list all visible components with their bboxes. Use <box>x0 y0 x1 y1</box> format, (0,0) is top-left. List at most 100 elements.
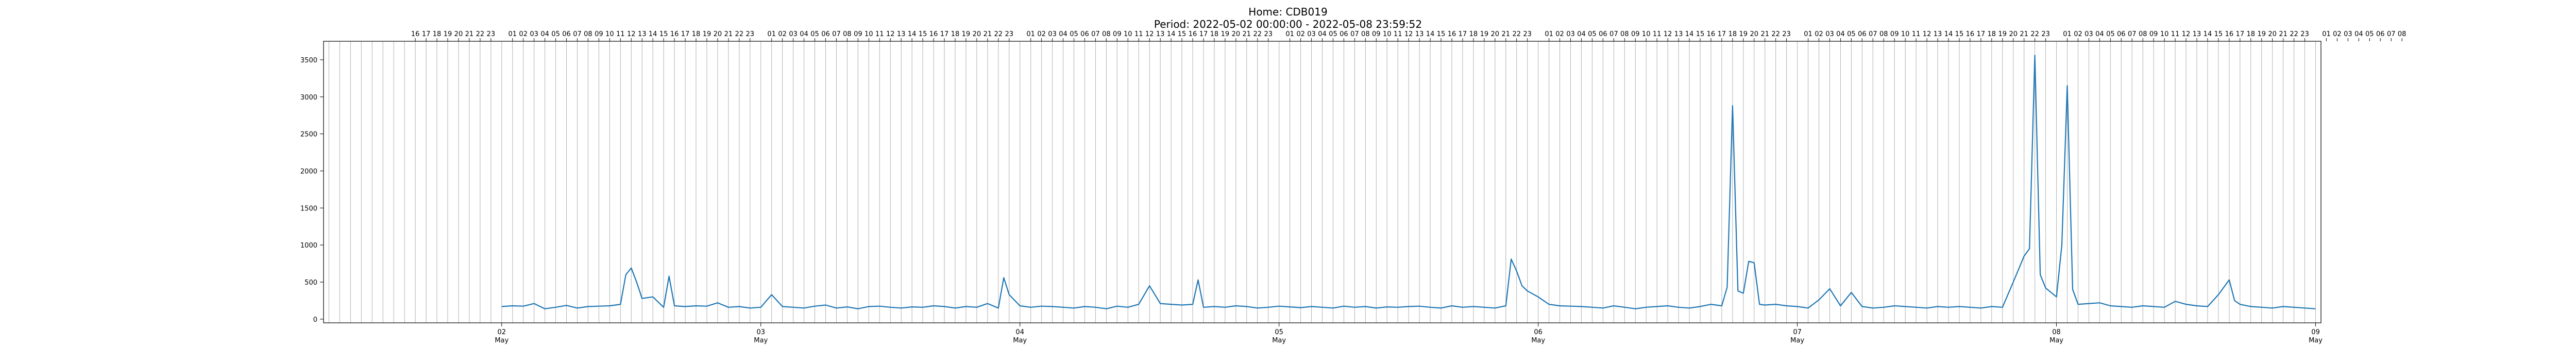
top-hour-label: 20 <box>714 30 722 38</box>
top-hour-label: 09 <box>1890 30 1899 38</box>
top-hour-label: 13 <box>1415 30 1424 38</box>
top-hour-label: 18 <box>692 30 701 38</box>
top-hour-label: 11 <box>2171 30 2180 38</box>
top-hour-label: 18 <box>1210 30 1219 38</box>
top-hour-label: 04 <box>540 30 549 38</box>
top-hour-label: 09 <box>2149 30 2158 38</box>
top-hour-label: 13 <box>1674 30 1683 38</box>
top-hour-label: 21 <box>2279 30 2287 38</box>
top-hour-label: 11 <box>1912 30 1921 38</box>
top-hour-label: 21 <box>1243 30 1251 38</box>
top-hour-label: 15 <box>1696 30 1705 38</box>
top-hour-label: 08 <box>1361 30 1370 38</box>
top-hour-label: 18 <box>2247 30 2256 38</box>
top-hour-label: 13 <box>897 30 906 38</box>
top-hour-label: 07 <box>1609 30 1618 38</box>
top-hour-label: 14 <box>649 30 657 38</box>
top-hour-label: 05 <box>1588 30 1597 38</box>
top-hour-label: 12 <box>886 30 895 38</box>
top-hour-label: 16 <box>1966 30 1975 38</box>
top-hour-label: 12 <box>1145 30 1154 38</box>
top-hour-label: 21 <box>1760 30 1769 38</box>
top-hour-label: 16 <box>1189 30 1197 38</box>
top-hour-label: 23 <box>1264 30 1273 38</box>
top-hour-label: 10 <box>1124 30 1132 38</box>
y-tick-label: 3000 <box>300 94 317 102</box>
top-hour-label: 16 <box>1448 30 1456 38</box>
top-hour-label: 08 <box>843 30 852 38</box>
top-hour-label: 20 <box>1750 30 1758 38</box>
top-hour-label: 22 <box>735 30 744 38</box>
top-hour-label: 11 <box>616 30 625 38</box>
top-hour-label: 05 <box>1070 30 1078 38</box>
top-hour-label: 17 <box>1718 30 1726 38</box>
top-hour-label: 14 <box>2204 30 2212 38</box>
chart-subtitle: Period: 2022-05-02 00:00:00 - 2022-05-08… <box>1154 18 1422 30</box>
top-hour-label: 01 <box>1545 30 1553 38</box>
top-hour-label: 10 <box>1383 30 1392 38</box>
top-hour-label: 02 <box>1037 30 1046 38</box>
top-hour-label: 23 <box>1782 30 1791 38</box>
top-hour-label: 06 <box>1340 30 1348 38</box>
top-hour-label: 17 <box>1977 30 1986 38</box>
axes-layer: 16 17 18 19 20 21 22 23 01 02 03 04 05 06 07 08 09 10 11 12… <box>300 30 2406 344</box>
top-hour-label: 22 <box>1771 30 1780 38</box>
top-hour-label: 02 <box>1815 30 1823 38</box>
x-tick-day: 05 <box>1275 329 1283 336</box>
x-tick-day: 02 <box>498 329 506 336</box>
top-hour-label: 04 <box>1577 30 1586 38</box>
top-hour-label: 09 <box>1372 30 1381 38</box>
x-tick-day: 04 <box>1015 329 1024 336</box>
top-hour-label: 04 <box>2095 30 2104 38</box>
x-tick-month: May <box>2049 337 2063 344</box>
top-hour-label: 02 <box>519 30 528 38</box>
top-hour-label: 11 <box>1134 30 1143 38</box>
x-tick-day: 09 <box>2311 329 2320 336</box>
top-hour-label: 03 <box>1825 30 1834 38</box>
x-tick-month: May <box>1531 337 1545 344</box>
top-hour-label: 11 <box>875 30 884 38</box>
x-tick-month: May <box>1790 337 1804 344</box>
top-hour-label: 17 <box>422 30 431 38</box>
top-hour-label: 21 <box>2020 30 2028 38</box>
top-hour-label: 01 <box>1026 30 1035 38</box>
top-hour-label: 03 <box>2084 30 2093 38</box>
top-hour-label: 19 <box>703 30 711 38</box>
top-hour-label: 06 <box>2376 30 2385 38</box>
top-hour-label: 22 <box>476 30 485 38</box>
top-hour-label: 12 <box>1404 30 1413 38</box>
top-hour-label: 17 <box>940 30 949 38</box>
top-hour-label: 19 <box>1998 30 2007 38</box>
top-hour-label: 07 <box>573 30 582 38</box>
top-hour-label: 15 <box>2214 30 2223 38</box>
top-hour-label: 10 <box>605 30 614 38</box>
top-hour-label: 16 <box>1707 30 1716 38</box>
vertical-gridlines <box>328 41 2316 323</box>
plot-frame <box>323 41 2321 323</box>
top-hour-label: 15 <box>659 30 668 38</box>
top-hour-label: 06 <box>1858 30 1867 38</box>
top-hour-label: 12 <box>1664 30 1672 38</box>
x-tick-month: May <box>2309 337 2323 344</box>
top-hour-label: 07 <box>1869 30 1877 38</box>
top-hour-label: 02 <box>2333 30 2342 38</box>
top-hour-label: 14 <box>1685 30 1694 38</box>
top-hour-label: 22 <box>1512 30 1521 38</box>
top-hour-label: 21 <box>724 30 733 38</box>
top-hour-label: 21 <box>984 30 992 38</box>
top-hour-label: 17 <box>2236 30 2245 38</box>
top-hour-label: 01 <box>2322 30 2331 38</box>
top-hour-label: 19 <box>962 30 971 38</box>
y-tick-label: 2000 <box>300 168 317 175</box>
top-hour-label: 08 <box>1620 30 1629 38</box>
top-hour-label: 03 <box>1566 30 1575 38</box>
top-hour-label: 05 <box>810 30 819 38</box>
x-tick-day: 06 <box>1534 329 1543 336</box>
top-hour-label: 10 <box>2160 30 2169 38</box>
top-hour-label: 07 <box>2387 30 2396 38</box>
x-tick-day: 07 <box>1793 329 1802 336</box>
top-hour-label: 18 <box>1728 30 1737 38</box>
top-hour-label: 19 <box>2257 30 2266 38</box>
top-hour-label: 21 <box>1501 30 1510 38</box>
